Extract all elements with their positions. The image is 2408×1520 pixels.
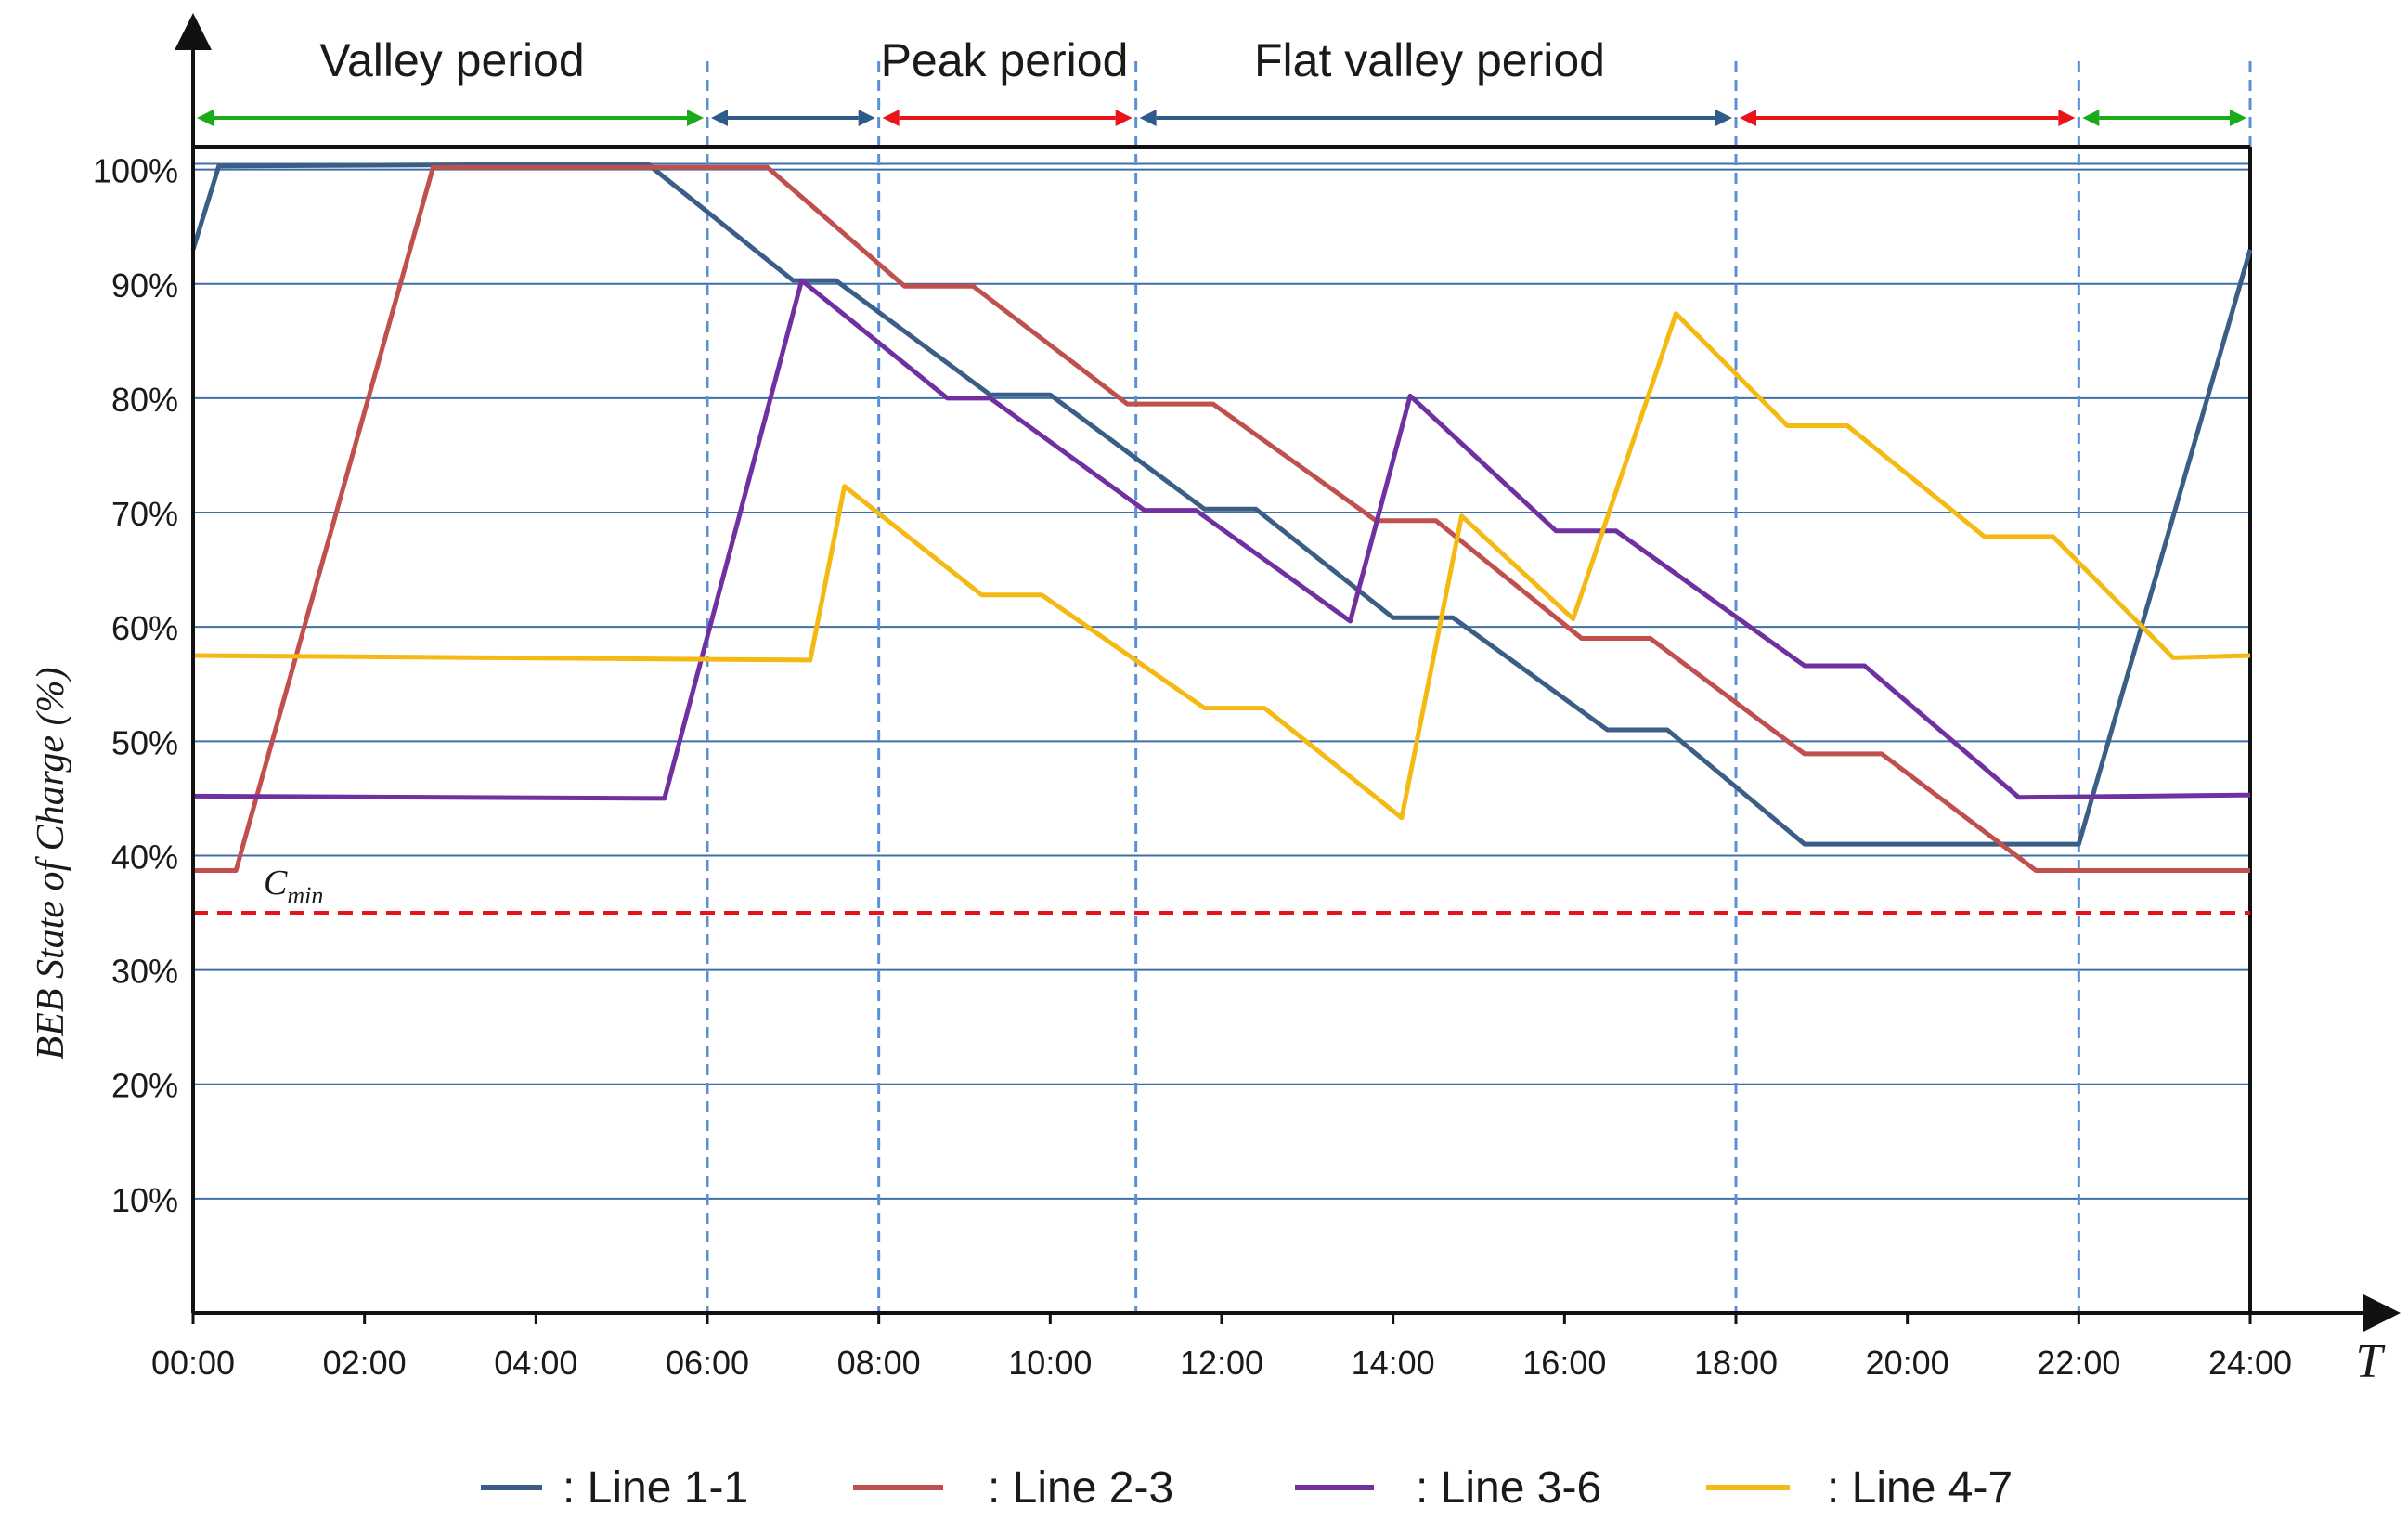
x-tick-label-9: 18:00	[1694, 1344, 1778, 1382]
series-line-4	[192, 311, 2251, 821]
period-arrow-head-left	[1740, 110, 1756, 126]
y-tick-label-90: 90%	[111, 266, 178, 305]
period-arrow-5	[1740, 110, 2076, 126]
y-tick-label-100: 100%	[93, 152, 178, 190]
y-tick-label-20: 20%	[111, 1067, 178, 1105]
x-tick-label-10: 20:00	[1866, 1344, 1949, 1382]
x-tick-labels: 00:00 02:00 04:00 06:00 08:00 10:00 12:00 14:00…	[151, 1313, 2292, 1382]
legend-label-4: : Line 4-7	[1827, 1463, 2013, 1513]
period-boundaries	[706, 61, 2252, 1313]
period-arrow-head-right	[2058, 110, 2076, 126]
y-axis-title: BEB State of Charge (%)	[30, 667, 72, 1059]
period-arrow-head-left	[711, 110, 728, 126]
x-tick-label-6: 12:00	[1180, 1344, 1263, 1382]
series-line-3	[192, 278, 2251, 801]
y-tick-label-80: 80%	[111, 381, 178, 419]
period-arrow-head-left	[1139, 110, 1157, 126]
y-tick-label-40: 40%	[111, 838, 178, 876]
legend-label-3: : Line 3-6	[1416, 1463, 1601, 1513]
x-tick-label-1: 02:00	[323, 1344, 407, 1382]
x-tick-label-4: 08:00	[837, 1344, 921, 1382]
legend-item-4: : Line 4-7	[1706, 1463, 2013, 1513]
x-tick-label-0: 00:00	[151, 1344, 235, 1382]
period-arrow-6	[2082, 110, 2246, 126]
period-arrows	[197, 110, 2246, 126]
y-tick-label-60: 60%	[111, 609, 178, 647]
x-tick-label-3: 06:00	[666, 1344, 749, 1382]
period-arrow-head-left	[882, 110, 900, 126]
series-line-1	[190, 162, 2253, 847]
series-line-2	[193, 164, 2250, 873]
period-arrow-head-left	[2082, 110, 2100, 126]
y-tick-labels: 10% 20% 30% 40% 50% 60% 70% 80% 90% 100%	[93, 152, 178, 1219]
period-labels: Valley period Peak period Flat valley peri…	[319, 34, 1605, 86]
period-arrow-1	[197, 110, 704, 126]
legend-label-2: : Line 2-3	[988, 1463, 1173, 1513]
y-tick-label-70: 70%	[111, 495, 178, 533]
axes	[175, 13, 2401, 1332]
period-arrow-head-right	[1115, 110, 1133, 126]
x-tick-label-7: 14:00	[1352, 1344, 1435, 1382]
x-tick-label-12: 24:00	[2208, 1344, 2292, 1382]
legend-item-1: : Line 1-1	[481, 1463, 748, 1513]
period-arrow-3	[882, 110, 1133, 126]
period-arrow-head-right	[858, 110, 875, 126]
series-group	[190, 162, 2253, 873]
x-tick-label-11: 22:00	[2037, 1344, 2120, 1382]
legend: : Line 1-1 : Line 2-3 : Line 3-6 : Line 4-7	[481, 1463, 2013, 1513]
legend-item-2: : Line 2-3	[853, 1463, 1173, 1513]
legend-label-1: : Line 1-1	[563, 1463, 748, 1513]
plot-frame	[193, 145, 2252, 1313]
y-tick-label-30: 30%	[111, 953, 178, 991]
x-axis-title: T	[2356, 1335, 2386, 1388]
x-tick-label-5: 10:00	[1008, 1344, 1092, 1382]
period-label-1: Valley period	[319, 34, 584, 86]
period-arrow-2	[711, 110, 875, 126]
period-label-3: Peak period	[881, 34, 1129, 86]
period-arrow-4	[1139, 110, 1732, 126]
period-arrow-head-right	[687, 110, 704, 126]
period-label-4: Flat valley period	[1254, 34, 1605, 86]
period-arrow-head-right	[2230, 110, 2246, 126]
x-tick-label-8: 16:00	[1522, 1344, 1606, 1382]
cmin-label: Cmin	[264, 864, 323, 909]
gridlines	[193, 162, 2250, 1200]
cmin-threshold: Cmin	[193, 864, 2250, 916]
period-arrow-head-right	[1715, 110, 1732, 126]
y-tick-label-50: 50%	[111, 723, 178, 761]
x-tick-label-2: 04:00	[494, 1344, 577, 1382]
period-arrow-head-left	[197, 110, 214, 126]
y-tick-label-10: 10%	[111, 1181, 178, 1219]
legend-item-3: : Line 3-6	[1295, 1463, 1601, 1513]
